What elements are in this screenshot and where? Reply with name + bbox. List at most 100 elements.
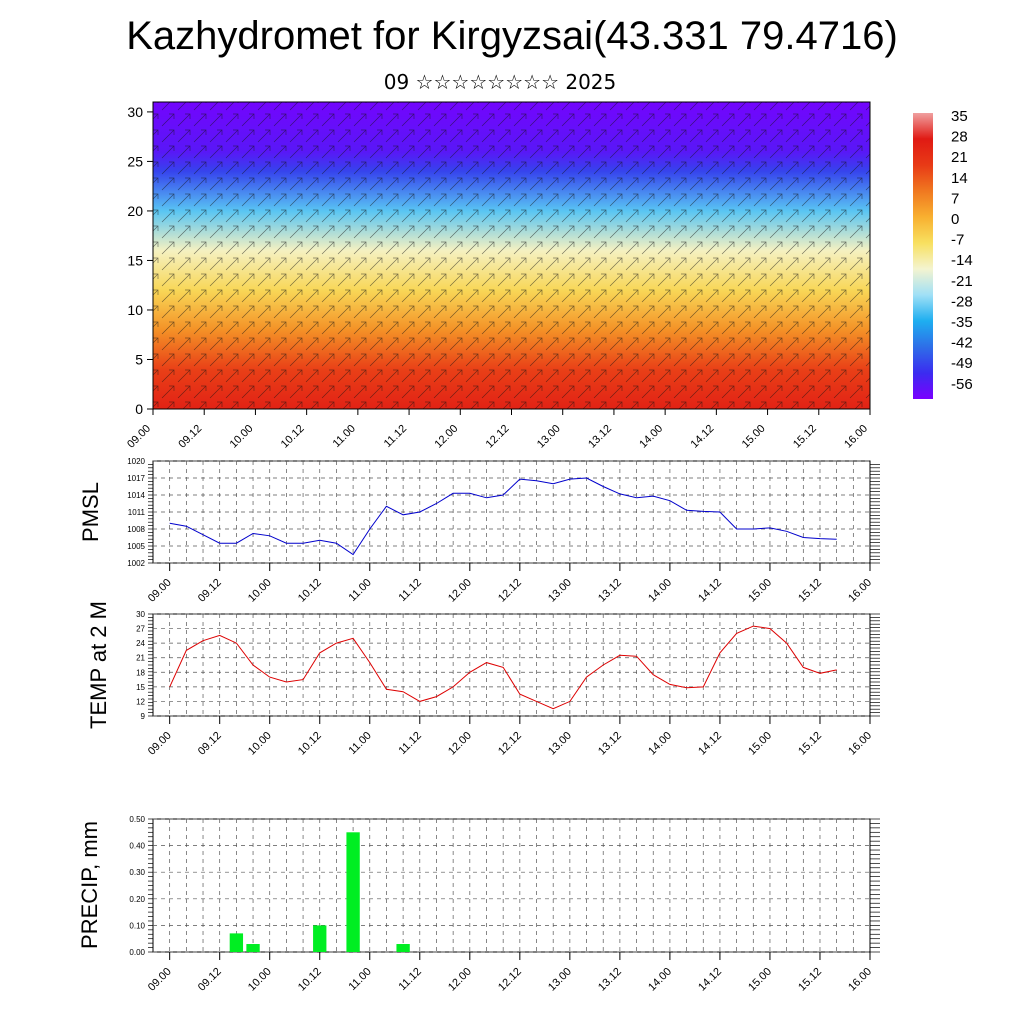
temp-grid <box>148 613 880 717</box>
ytick-label: 30 <box>136 610 145 619</box>
xtick-label: 12.12 <box>496 577 524 605</box>
xtick-label: 13.00 <box>546 966 574 994</box>
colorbar-label: 35 <box>951 108 968 125</box>
temp-frame <box>152 613 871 717</box>
precip-panel: 0.00 0.10 0.20 0.30 0.40 0.50 09.00 09.12 10.00… <box>77 815 880 994</box>
xtick-label: 13.12 <box>596 966 624 994</box>
cs-ytick-label: 20 <box>127 203 143 219</box>
cs-ytick-label: 30 <box>127 104 143 120</box>
colorbar-label: 7 <box>951 190 959 207</box>
xtick-label: 10.00 <box>246 966 274 994</box>
xtick-label: 09.12 <box>196 966 224 994</box>
precip-bar <box>346 832 360 952</box>
ytick-label: 1011 <box>128 508 146 517</box>
ytick-label: 1020 <box>127 457 145 466</box>
xtick-label: 14.00 <box>646 730 674 758</box>
cross-section-panel: 0 5 10 15 20 25 30 09.00 09.12 10.00 10.12 11.00 11… <box>125 101 871 451</box>
temp-series-line <box>169 625 837 710</box>
cross-section-y-axis: 0 5 10 15 20 25 30 <box>127 104 153 417</box>
cs-xtick-label: 14.12 <box>689 423 717 451</box>
pmsl-y-axis: 1002 1005 1008 1011 1014 1017 1020 <box>127 457 145 568</box>
cs-xtick-label: 10.12 <box>279 423 307 451</box>
xtick-label: 10.12 <box>296 730 324 758</box>
colorbar-label: -14 <box>951 252 973 269</box>
xtick-label: 15.12 <box>796 577 824 605</box>
colorbar-label: 28 <box>951 129 968 146</box>
xtick-label: 14.12 <box>696 966 724 994</box>
colorbar-label: 14 <box>951 170 968 187</box>
cross-section-x-axis: 09.00 09.12 10.00 10.12 11.00 11.12 12.00 12.12… <box>125 409 871 451</box>
temp-panel: 9 12 15 18 21 24 27 30 09.00 09.12 10.00 10.12 11.0… <box>86 601 880 758</box>
ytick-label: 1017 <box>127 474 145 483</box>
xtick-label: 09.00 <box>146 966 174 994</box>
xtick-label: 10.00 <box>246 730 274 758</box>
cs-xtick-label: 12.12 <box>484 423 512 451</box>
ytick-label: 1014 <box>127 491 145 500</box>
xtick-label: 12.00 <box>446 730 474 758</box>
cs-xtick-label: 10.00 <box>228 423 256 451</box>
xtick-label: 16.00 <box>846 577 874 605</box>
colorbar-labels: 35 28 21 14 7 0 -7 -14 -21 -28 -35 -42 -49 -56 <box>951 108 973 393</box>
cs-ytick-label: 0 <box>135 401 143 417</box>
cs-xtick-label: 16.00 <box>842 423 870 451</box>
xtick-label: 16.00 <box>846 966 874 994</box>
cs-xtick-label: 12.00 <box>432 423 460 451</box>
pmsl-grid <box>148 460 880 564</box>
xtick-label: 09.00 <box>146 730 174 758</box>
cs-xtick-label: 15.12 <box>791 423 819 451</box>
precip-ylabel: PRECIP, mm <box>77 821 102 949</box>
cs-ytick-label: 15 <box>127 252 143 268</box>
colorbar-label: -28 <box>951 293 973 310</box>
xtick-label: 14.12 <box>696 577 724 605</box>
precip-bar <box>229 933 244 952</box>
xtick-label: 14.00 <box>646 577 674 605</box>
wind-barbs-overlay <box>153 102 870 409</box>
xtick-label: 14.12 <box>696 730 724 758</box>
xtick-label: 09.00 <box>146 577 174 605</box>
xtick-label: 12.00 <box>446 577 474 605</box>
ytick-label: 0.20 <box>129 895 145 904</box>
xtick-label: 13.00 <box>546 577 574 605</box>
ytick-label: 1002 <box>127 559 145 568</box>
ytick-label: 24 <box>136 639 145 648</box>
ytick-label: 0.50 <box>129 815 145 824</box>
cs-xtick-label: 09.00 <box>125 423 153 451</box>
chart-subtitle: 09 ☆☆☆☆☆☆☆☆ 2025 <box>383 70 617 94</box>
xtick-label: 13.12 <box>596 577 624 605</box>
xtick-label: 15.00 <box>746 577 774 605</box>
xtick-label: 09.12 <box>196 577 224 605</box>
colorbar-label: -56 <box>951 376 973 393</box>
precip-bar <box>313 925 327 952</box>
ytick-label: 12 <box>136 697 145 706</box>
xtick-label: 15.12 <box>796 730 824 758</box>
colorbar-label: -21 <box>951 273 973 290</box>
ytick-label: 0.00 <box>129 948 145 957</box>
precip-bars <box>229 832 410 952</box>
xtick-label: 11.00 <box>347 966 374 993</box>
pmsl-panel: 1002 1005 1008 1011 1014 1017 1020 09.00 09.12 1… <box>78 457 880 605</box>
precip-grid <box>148 818 880 953</box>
xtick-label: 11.00 <box>347 577 374 604</box>
precip-x-axis: 09.00 09.12 10.00 10.12 11.00 11.12 12.00 12.12… <box>146 952 874 994</box>
cs-xtick-label: 13.00 <box>535 423 563 451</box>
xtick-label: 14.00 <box>646 966 674 994</box>
precip-bar <box>246 944 260 952</box>
colorbar-label: 21 <box>951 149 968 166</box>
ytick-label: 0.10 <box>129 921 145 930</box>
precip-y-axis: 0.00 0.10 0.20 0.30 0.40 0.50 <box>129 815 145 957</box>
cs-xtick-label: 11.12 <box>382 423 409 450</box>
pmsl-x-axis: 09.00 09.12 10.00 10.12 11.00 11.12 12.00 12.12… <box>146 563 874 605</box>
ytick-label: 1005 <box>127 542 145 551</box>
xtick-label: 12.12 <box>496 966 524 994</box>
xtick-label: 15.12 <box>796 966 824 994</box>
xtick-label: 11.12 <box>397 730 424 757</box>
chart-title: Kazhydromet for Kirgyzsai(43.331 79.4716… <box>126 14 898 58</box>
cs-ytick-label: 5 <box>135 351 143 367</box>
temp-x-axis: 09.00 09.12 10.00 10.12 11.00 11.12 12.00 12.12… <box>146 716 874 758</box>
ytick-label: 21 <box>136 654 145 663</box>
colorbar-label: -7 <box>951 232 964 249</box>
ytick-label: 0.30 <box>129 868 145 877</box>
colorbar-label: -49 <box>951 355 973 372</box>
colorbar-label: -35 <box>951 314 973 331</box>
